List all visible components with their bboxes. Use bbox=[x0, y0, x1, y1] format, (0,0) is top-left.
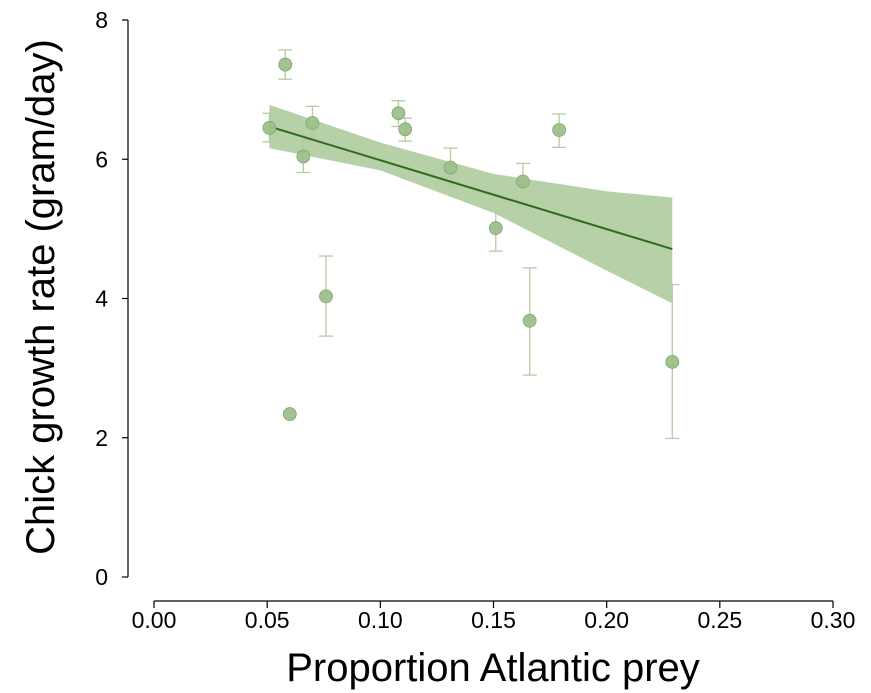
y-tick-label: 2 bbox=[95, 425, 108, 451]
data-point bbox=[305, 116, 320, 130]
x-tick-label: 0.25 bbox=[697, 607, 742, 633]
confidence-band bbox=[269, 104, 673, 304]
confidence-band-layer bbox=[269, 104, 673, 304]
axes: 0 2 4 6 8 0.00 0.05 0.10 0.15 0.20 0.25 0.30 bbox=[95, 7, 855, 633]
y-tick-label: 4 bbox=[95, 286, 108, 312]
y-axis-title: Chick growth rate (gram/day) bbox=[19, 39, 63, 555]
data-point bbox=[391, 106, 406, 121]
x-tick-label: 0.05 bbox=[245, 607, 290, 633]
data-point bbox=[665, 354, 680, 369]
data-point bbox=[398, 122, 413, 137]
data-point bbox=[319, 289, 333, 304]
x-axis-title: Proportion Atlantic prey bbox=[286, 646, 700, 690]
x-tick-label: 0.30 bbox=[811, 607, 856, 633]
data-point bbox=[282, 407, 297, 421]
x-tick-label: 0.15 bbox=[471, 607, 516, 633]
data-points-layer bbox=[262, 57, 680, 421]
fit-line bbox=[269, 125, 673, 251]
x-tick-label: 0.20 bbox=[584, 607, 629, 633]
y-tick-label: 0 bbox=[95, 564, 108, 590]
data-point bbox=[522, 313, 537, 328]
data-point bbox=[516, 174, 530, 189]
data-point bbox=[296, 149, 311, 164]
data-point bbox=[443, 160, 458, 175]
fit-line-layer bbox=[269, 125, 673, 251]
y-tick-label: 8 bbox=[95, 7, 108, 33]
data-point bbox=[278, 57, 293, 72]
y-tick-label: 6 bbox=[95, 146, 108, 172]
data-point bbox=[552, 123, 567, 137]
data-point bbox=[488, 221, 503, 236]
data-point bbox=[262, 121, 277, 135]
x-tick-label: 0.10 bbox=[358, 607, 403, 633]
x-tick-label: 0.00 bbox=[132, 607, 177, 633]
